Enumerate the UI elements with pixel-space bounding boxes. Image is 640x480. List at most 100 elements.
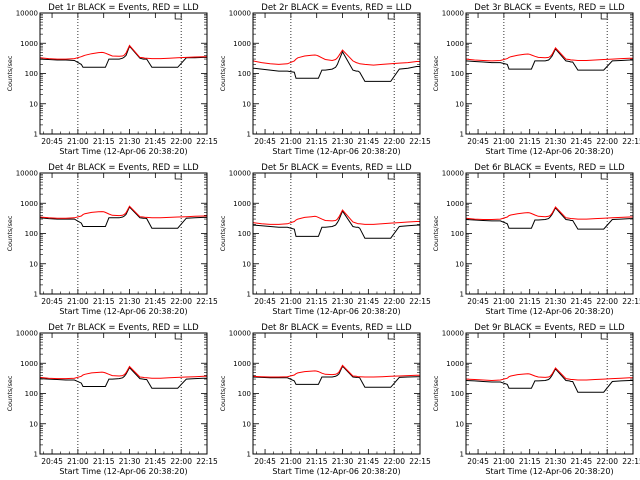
detector-panel: Det 4r BLACK = Events, RED = LLD Counts/s… <box>6 163 218 316</box>
y-tick-label: 100 <box>451 70 464 78</box>
y-tick-label: 100 <box>451 390 464 398</box>
x-tick-label: 21:00 <box>493 137 515 146</box>
y-tick-label: 1000 <box>233 40 251 48</box>
lld-series-line <box>252 364 420 378</box>
interval-marker <box>174 333 183 340</box>
y-tick-label: 10 <box>29 260 38 268</box>
y-tick-label: 1 <box>247 131 251 139</box>
y-tick-label: 1000 <box>446 360 464 368</box>
lld-series-line <box>39 205 207 219</box>
x-tick-label: 22:00 <box>170 137 192 146</box>
y-tick-label: 1000 <box>446 40 464 48</box>
x-tick-label: 21:45 <box>358 297 380 306</box>
y-tick-label: 10 <box>455 420 464 428</box>
y-tick-label: 1000 <box>20 200 38 208</box>
y-tick-label: 10 <box>455 100 464 108</box>
detector-panel: Det 1r BLACK = Events, RED = LLD Counts/s… <box>6 3 218 156</box>
y-tick-label: 1 <box>34 451 38 459</box>
y-axis-label: Counts/sec <box>432 55 440 91</box>
y-axis-label: Counts/sec <box>6 55 14 91</box>
x-axis-label: Start Time (12-Apr-06 20:38:20) <box>59 147 187 156</box>
x-tick-label: 21:45 <box>145 297 167 306</box>
x-tick-label: 22:00 <box>596 297 618 306</box>
y-tick-label: 1 <box>460 131 464 139</box>
events-series-line <box>252 365 420 388</box>
y-tick-label: 10000 <box>442 170 464 178</box>
events-series-line <box>39 366 207 389</box>
y-tick-label: 10 <box>242 100 251 108</box>
x-tick-label: 22:15 <box>409 297 431 306</box>
detector-panel: Det 2r BLACK = Events, RED = LLD Counts/s… <box>219 3 431 156</box>
x-tick-label: 22:00 <box>383 457 405 466</box>
x-tick-label: 20:45 <box>41 297 63 306</box>
x-tick-label: 20:45 <box>254 137 276 146</box>
events-series-line <box>465 47 633 71</box>
y-tick-label: 100 <box>238 230 251 238</box>
x-tick-label: 21:15 <box>519 297 541 306</box>
y-tick-label: 10 <box>29 100 38 108</box>
x-tick-label: 22:15 <box>196 297 218 306</box>
lld-series-line <box>465 206 633 220</box>
y-axis-label: Counts/sec <box>6 215 14 251</box>
x-tick-label: 22:15 <box>409 457 431 466</box>
y-tick-label: 100 <box>451 230 464 238</box>
x-tick-label: 22:00 <box>170 457 192 466</box>
plot-frame <box>252 12 421 135</box>
y-tick-label: 100 <box>25 390 38 398</box>
x-tick-label: 21:45 <box>358 457 380 466</box>
y-tick-label: 1000 <box>233 360 251 368</box>
x-tick-label: 21:45 <box>145 137 167 146</box>
y-tick-label: 1000 <box>20 360 38 368</box>
events-series-line <box>252 50 420 82</box>
x-tick-label: 21:15 <box>306 137 328 146</box>
x-tick-label: 21:00 <box>280 297 302 306</box>
interval-marker <box>600 333 609 340</box>
x-tick-label: 20:45 <box>41 457 63 466</box>
lld-series-line <box>252 209 420 225</box>
x-tick-label: 21:30 <box>332 137 354 146</box>
x-tick-label: 22:15 <box>196 137 218 146</box>
chart-title: Det 8r BLACK = Events, RED = LLD <box>261 323 412 333</box>
events-series-line <box>252 210 420 239</box>
x-tick-label: 21:15 <box>306 297 328 306</box>
x-tick-label: 22:15 <box>622 457 640 466</box>
events-series-line <box>39 45 207 68</box>
x-axis-label: Start Time (12-Apr-06 20:38:20) <box>485 147 613 156</box>
lld-series-line <box>465 367 633 382</box>
x-tick-label: 21:00 <box>280 457 302 466</box>
x-axis-label: Start Time (12-Apr-06 20:38:20) <box>485 467 613 476</box>
x-tick-label: 21:15 <box>306 457 328 466</box>
interval-marker <box>174 173 183 180</box>
y-axis-label: Counts/sec <box>6 375 14 411</box>
events-series-line <box>465 368 633 393</box>
y-tick-label: 1000 <box>233 200 251 208</box>
x-tick-label: 20:45 <box>467 137 489 146</box>
x-tick-label: 21:30 <box>119 457 141 466</box>
x-tick-label: 21:00 <box>67 297 89 306</box>
y-tick-label: 10 <box>29 420 38 428</box>
events-series-line <box>39 206 207 229</box>
x-tick-label: 21:15 <box>93 137 115 146</box>
y-tick-label: 1000 <box>20 40 38 48</box>
y-tick-label: 1000 <box>446 200 464 208</box>
x-tick-label: 21:15 <box>519 137 541 146</box>
x-tick-label: 21:30 <box>545 137 567 146</box>
y-tick-label: 1 <box>34 291 38 299</box>
x-tick-label: 21:45 <box>571 457 593 466</box>
y-tick-label: 1 <box>34 131 38 139</box>
y-axis-label: Counts/sec <box>432 375 440 411</box>
y-tick-label: 100 <box>238 390 251 398</box>
chart-title: Det 2r BLACK = Events, RED = LLD <box>261 3 412 13</box>
y-tick-label: 10 <box>242 420 251 428</box>
x-tick-label: 20:45 <box>467 457 489 466</box>
x-tick-label: 21:00 <box>280 137 302 146</box>
interval-marker <box>600 13 609 20</box>
x-tick-label: 20:45 <box>254 457 276 466</box>
plot-frame <box>252 172 421 295</box>
lld-series-line <box>39 365 207 380</box>
x-tick-label: 21:45 <box>571 297 593 306</box>
x-axis-label: Start Time (12-Apr-06 20:38:20) <box>272 147 400 156</box>
x-tick-label: 21:45 <box>145 457 167 466</box>
interval-marker <box>174 13 183 20</box>
